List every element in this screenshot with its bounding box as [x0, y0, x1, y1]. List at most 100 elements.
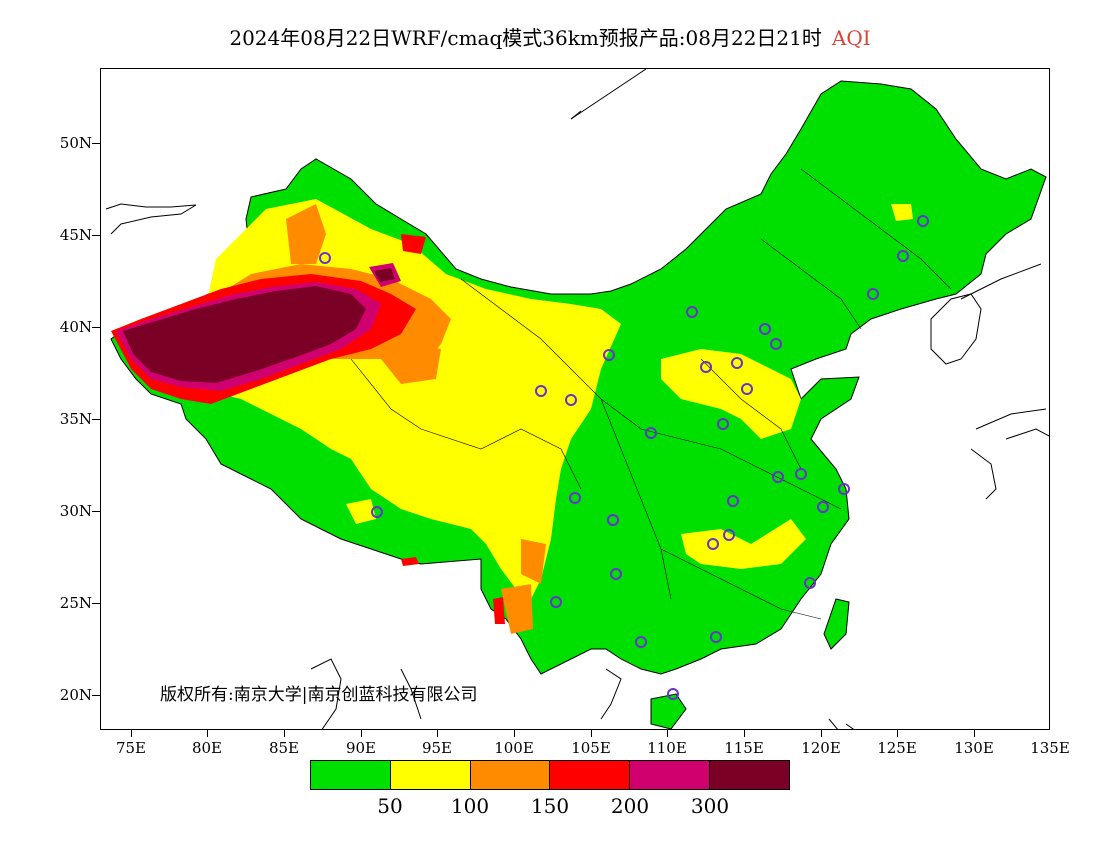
lon-label-105e: 105E — [571, 739, 611, 757]
zone-unhealthy — [401, 557, 419, 566]
city-marker — [319, 252, 331, 264]
lat-tick — [92, 419, 100, 420]
lon-tick — [207, 730, 208, 737]
lat-tick — [92, 235, 100, 236]
copyright-notice: 版权所有:南京大学|南京创蓝科技有限公司 — [160, 685, 478, 705]
legend-swatch — [550, 761, 631, 789]
legend-label: 50 — [377, 794, 403, 818]
zone-unhealthy — [493, 597, 505, 624]
province-boundaries — [350, 168, 952, 620]
lat-label-25n: 25N — [59, 594, 92, 612]
legend-label: 200 — [610, 794, 650, 818]
lon-tick — [974, 730, 975, 737]
legend-swatch — [311, 761, 391, 789]
lon-tick — [284, 730, 285, 737]
zone-hazardous — [123, 286, 366, 383]
zone-usg — [501, 584, 533, 634]
legend-label: 300 — [690, 794, 730, 818]
city-marker — [610, 568, 622, 580]
lon-label-110e: 110E — [647, 739, 687, 757]
legend-swatch — [710, 761, 789, 789]
city-marker — [371, 506, 383, 518]
city-marker — [723, 529, 735, 541]
map-frame — [100, 68, 1050, 730]
city-marker — [603, 349, 615, 361]
lon-label-95e: 95E — [421, 739, 453, 757]
map-title-variable: AQI — [831, 26, 871, 50]
city-marker — [759, 323, 771, 335]
taiwan-land — [823, 598, 850, 650]
map-title-main: 2024年08月22日WRF/cmaq模式36km预报产品:08月22日21时 — [229, 26, 822, 50]
city-marker — [770, 338, 782, 350]
lat-label-20n: 20N — [59, 686, 92, 704]
city-marker — [867, 288, 879, 300]
city-marker — [897, 250, 909, 262]
lon-label-120e: 120E — [801, 739, 841, 757]
city-marker — [817, 501, 829, 513]
lat-tick — [92, 695, 100, 696]
legend-swatch — [470, 761, 551, 789]
city-marker — [607, 514, 619, 526]
zone-moderate — [661, 349, 801, 439]
city-marker — [686, 306, 698, 318]
lon-label-130e: 130E — [954, 739, 994, 757]
lon-label-75e: 75E — [115, 739, 147, 757]
city-marker — [565, 394, 577, 406]
lat-tick — [92, 143, 100, 144]
lon-tick — [361, 730, 362, 737]
lat-tick — [92, 603, 100, 604]
neighbour-coastlines — [105, 69, 1049, 729]
lat-label-50n: 50N — [59, 134, 92, 152]
lat-label-30n: 30N — [59, 502, 92, 520]
city-marker — [569, 492, 581, 504]
zone-moderate — [346, 499, 376, 524]
lon-label-135e: 135E — [1030, 739, 1070, 757]
lon-tick — [437, 730, 438, 737]
city-marker — [772, 471, 784, 483]
city-marker — [727, 495, 739, 507]
lon-tick — [591, 730, 592, 737]
city-marker — [917, 215, 929, 227]
zone-usg — [286, 204, 326, 264]
city-marker — [838, 483, 850, 495]
legend-label: 100 — [450, 794, 490, 818]
city-marker — [635, 636, 647, 648]
city-marker — [700, 361, 712, 373]
lon-tick — [131, 730, 132, 737]
lon-tick — [821, 730, 822, 737]
lon-tick — [514, 730, 515, 737]
city-marker — [795, 468, 807, 480]
zone-hazardous — [374, 268, 395, 282]
city-marker — [535, 385, 547, 397]
city-marker — [667, 688, 679, 700]
zone-unhealthy — [401, 234, 426, 254]
lon-tick — [897, 730, 898, 737]
city-marker — [645, 427, 657, 439]
city-marker — [731, 357, 743, 369]
lon-label-85e: 85E — [268, 739, 300, 757]
lon-label-125e: 125E — [877, 739, 917, 757]
zone-moderate — [891, 204, 913, 221]
lat-tick — [92, 511, 100, 512]
lon-label-100e: 100E — [494, 739, 534, 757]
lat-label-45n: 45N — [59, 226, 92, 244]
city-marker — [710, 631, 722, 643]
city-marker — [804, 577, 816, 589]
city-marker — [717, 418, 729, 430]
legend-label: 150 — [530, 794, 570, 818]
lon-tick — [744, 730, 745, 737]
city-markers — [319, 215, 929, 700]
zone-moderate — [681, 519, 806, 569]
lat-tick — [92, 327, 100, 328]
lon-label-115e: 115E — [724, 739, 764, 757]
zone-usg — [381, 344, 441, 384]
hainan-land — [650, 693, 687, 729]
aqi-legend — [310, 760, 790, 790]
legend-swatch — [390, 761, 471, 789]
city-marker — [707, 538, 719, 550]
zone-usg — [521, 539, 546, 584]
aqi-map — [105, 69, 1049, 729]
city-marker — [550, 596, 562, 608]
lon-label-80e: 80E — [191, 739, 223, 757]
legend-swatch — [630, 761, 711, 789]
